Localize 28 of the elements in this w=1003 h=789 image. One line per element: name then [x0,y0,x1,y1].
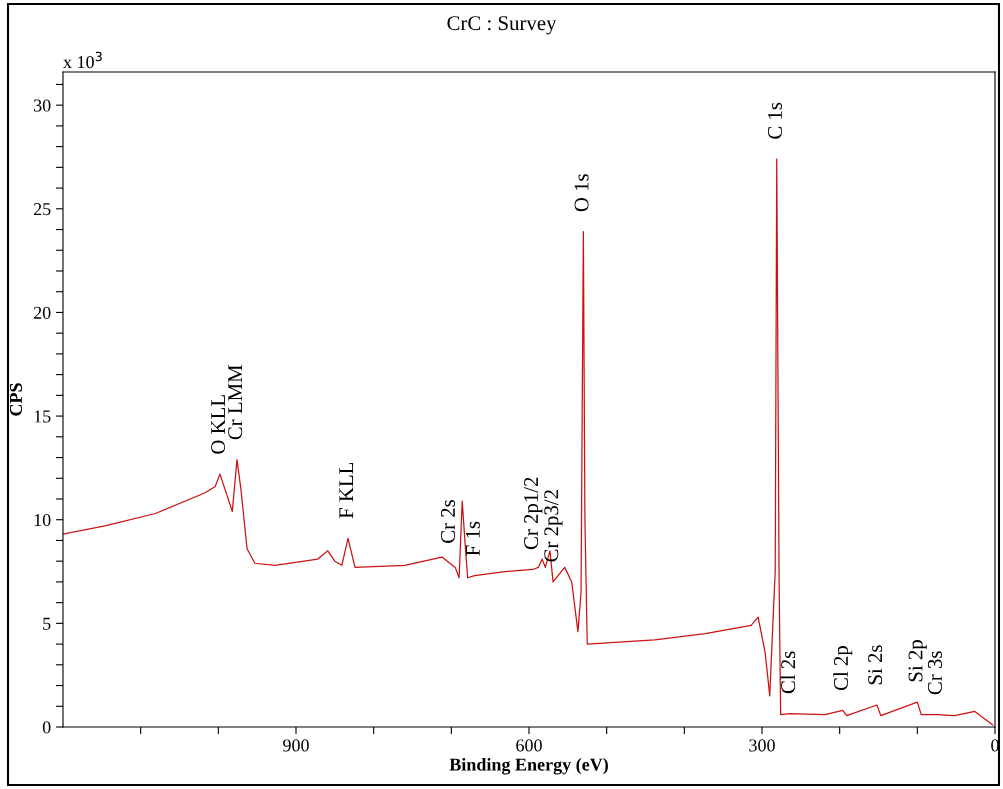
x-tick-label: 900 [283,739,309,752]
x-tick-label: 600 [516,739,542,752]
x-tick-label: 300 [749,739,775,752]
annotation: O KLL [211,395,226,454]
annotation: Si 2s [868,645,883,685]
annotation: F 1s [465,521,480,556]
annotation: F KLL [339,462,354,519]
y-tick-label: 10 [34,513,51,527]
y-tick-label: 0 [42,721,51,734]
chart-title: CrC : Survey [447,16,557,35]
annotation: Cr 2s [440,499,455,543]
annotation: Si 2p [908,640,927,682]
annotation: Cr 2p3/2 [544,490,563,562]
y-tick-label: 20 [33,306,51,319]
annotation: Cl 2p [833,646,853,691]
annotation: Cr LMM [228,364,243,440]
annotation: O 1s [574,174,589,212]
annotation: Cl 2s [780,651,796,694]
annotation: Cr 2p1/2 [524,477,543,550]
y-axis-title: CPS [9,383,23,416]
y-tick-label: 15 [34,410,51,423]
text: x 10$^{3}$ [63,51,102,69]
y-tick-label: 30 [34,99,51,112]
y-tick-label: 5 [43,617,51,630]
annotation: Cr 3s [927,651,942,695]
y-tick-label: 25 [33,203,51,216]
annotation: C 1s [767,102,782,139]
x-axis-title: Binding Energy (eV) [449,757,608,775]
